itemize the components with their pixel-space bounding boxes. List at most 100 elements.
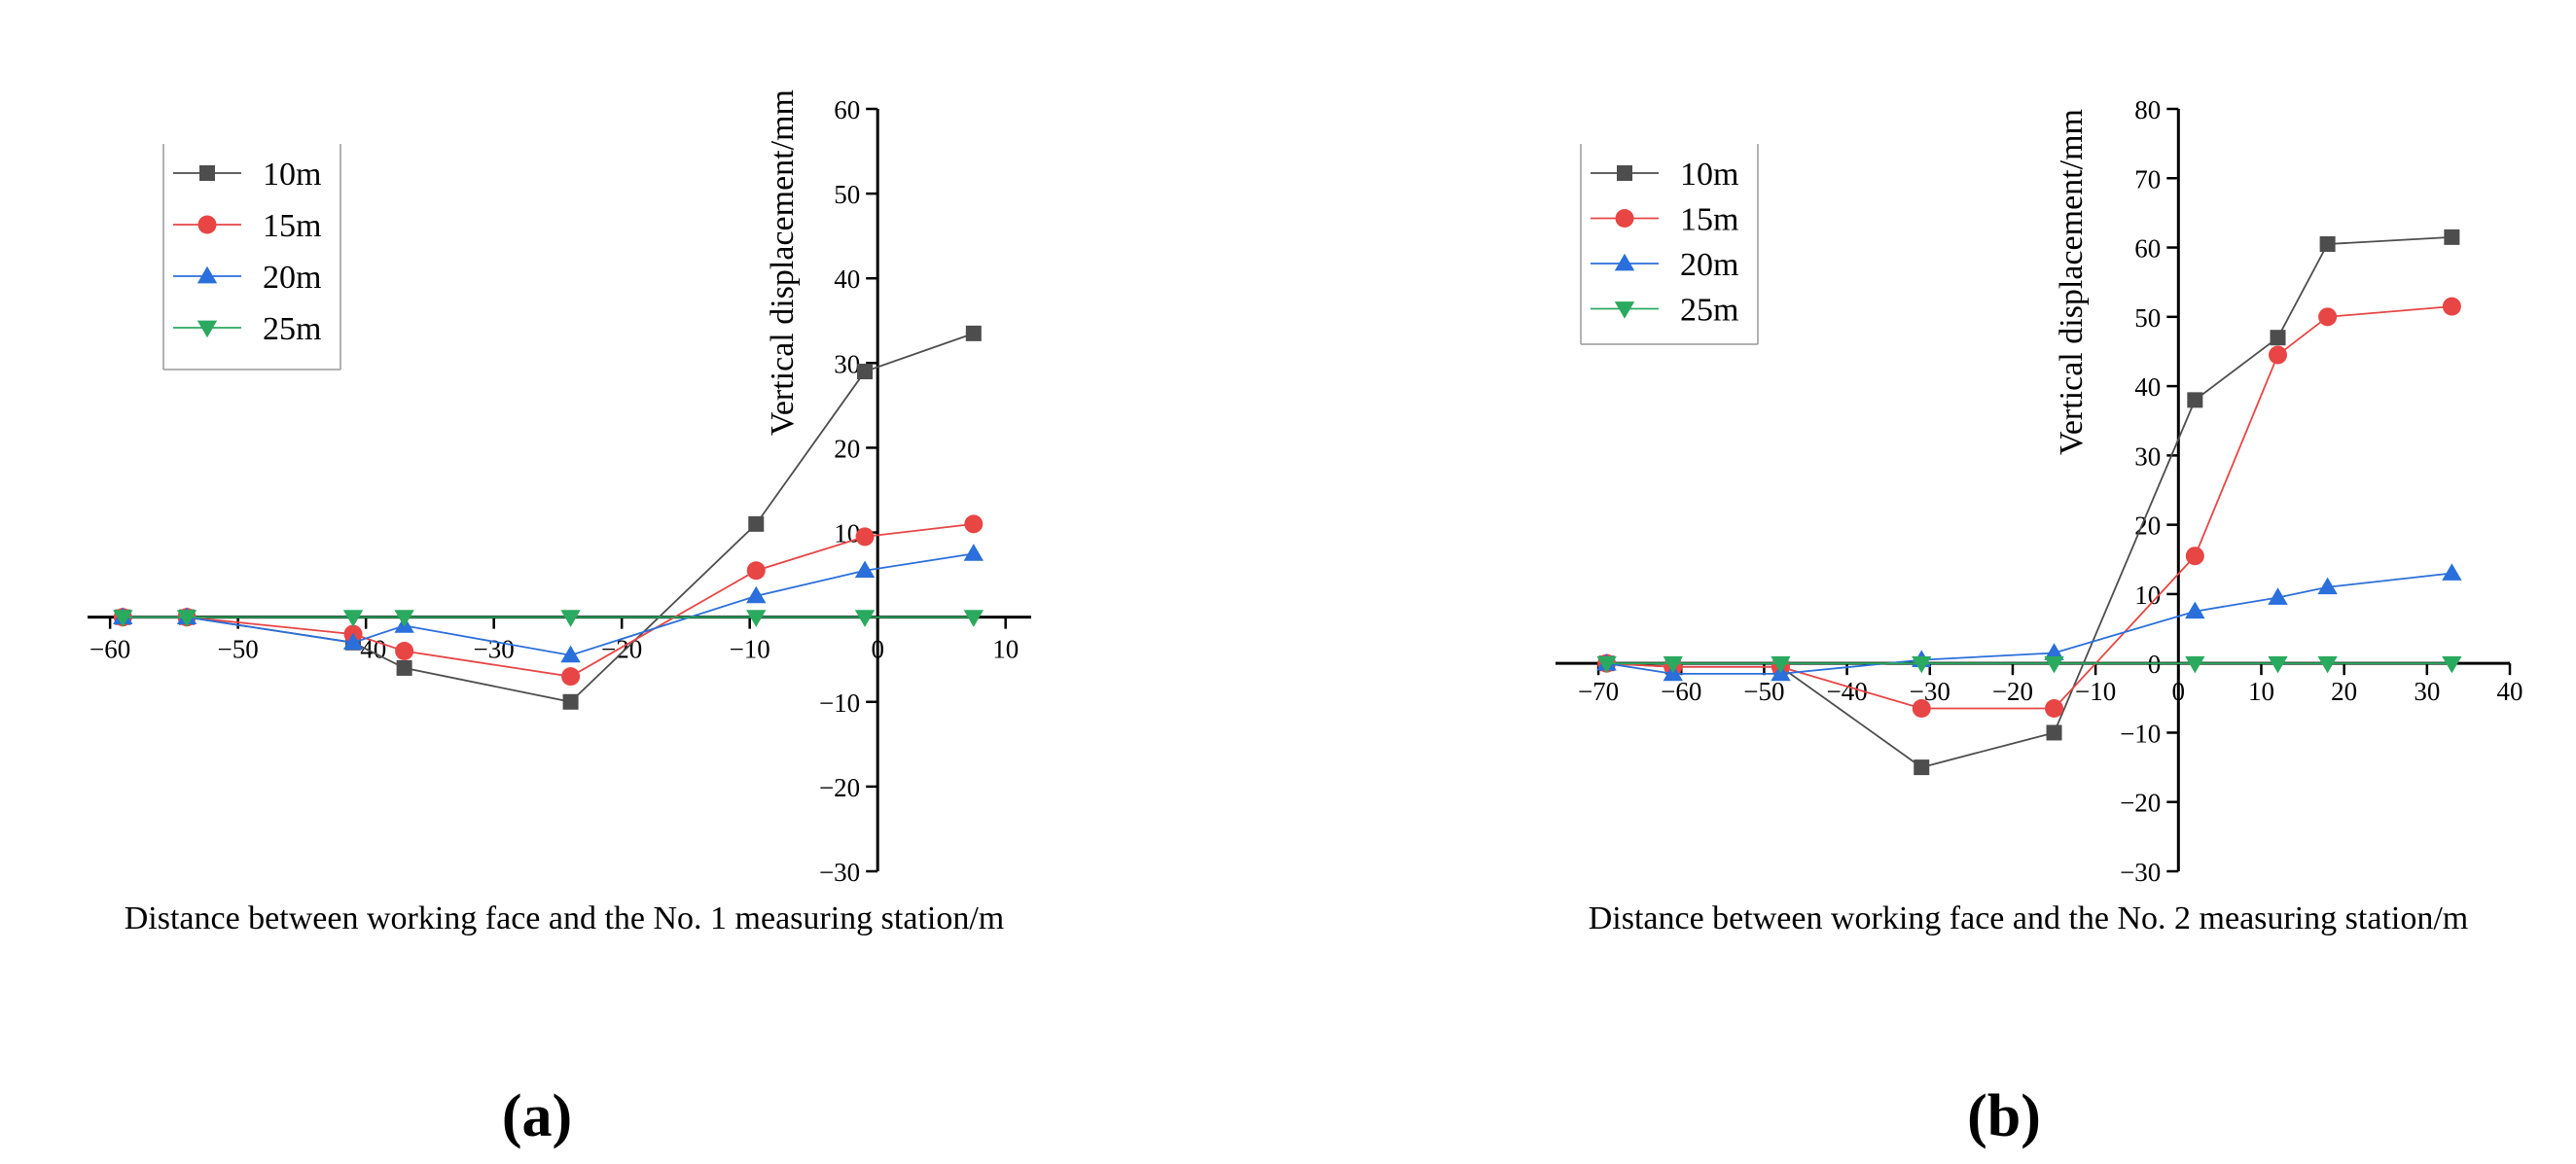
data-point <box>963 544 984 561</box>
legend-marker <box>1614 301 1635 319</box>
legend-marker <box>1614 253 1635 271</box>
data-point <box>1912 699 1931 719</box>
series-25m <box>113 610 984 627</box>
data-point <box>2444 229 2460 245</box>
data-point <box>176 610 197 627</box>
series-25m <box>1596 655 2462 674</box>
x-tick-label: 0 <box>2172 677 2186 706</box>
data-point <box>746 561 766 581</box>
data-point <box>2319 235 2336 252</box>
y-tick-label: 0 <box>2148 650 2162 679</box>
legend-label: 15m <box>263 208 321 244</box>
y-tick-label: −20 <box>2120 789 2161 818</box>
y-tick-label: 50 <box>2134 303 2161 333</box>
data-point <box>2046 724 2062 741</box>
data-point <box>1914 759 1930 776</box>
series-line <box>123 552 974 656</box>
y-tick-label: 70 <box>2134 164 2161 194</box>
data-point <box>2268 587 2288 605</box>
panel-label: (a) <box>502 1083 572 1149</box>
y-axis-title: Vertical displacement/mm <box>765 89 801 436</box>
data-point <box>1596 655 1617 674</box>
x-tick-label: −10 <box>730 635 770 664</box>
x-tick-label: 30 <box>2414 677 2440 706</box>
x-tick-label: 10 <box>2248 677 2274 706</box>
data-point <box>2045 699 2064 719</box>
y-axis-title: Vertical displacement/mm <box>2054 109 2090 455</box>
x-tick-label: −50 <box>218 635 259 664</box>
y-tick-label: 40 <box>2134 372 2161 402</box>
legend-label: 10m <box>1680 157 1738 193</box>
x-tick-label: −50 <box>1743 677 1784 706</box>
y-tick-label: −30 <box>2120 858 2161 887</box>
data-point <box>2442 655 2462 674</box>
data-point <box>2185 547 2204 566</box>
x-axis-title: Distance between working face and the No… <box>1589 900 2469 936</box>
y-tick-label: 40 <box>834 265 860 294</box>
data-point <box>561 667 581 687</box>
x-tick-label: 20 <box>2331 677 2357 706</box>
panel-label: (b) <box>1967 1083 2041 1149</box>
x-tick-label: 40 <box>2497 677 2523 706</box>
data-point <box>965 325 982 341</box>
x-tick-label: −70 <box>1578 677 1619 706</box>
legend-marker <box>197 265 218 284</box>
y-tick-label: −10 <box>819 688 860 718</box>
data-point <box>1912 655 1932 674</box>
data-point <box>560 610 581 627</box>
series-line <box>123 522 974 678</box>
y-tick-label: 30 <box>834 349 860 378</box>
y-tick-label: −30 <box>819 858 860 887</box>
data-point <box>964 514 984 534</box>
data-point <box>396 659 412 676</box>
legend-label: 15m <box>1680 202 1738 238</box>
chart-panel-b: −70 −60 −50 −40 −30 −20 −10 0 10 20 30 40−30−20−100… <box>1556 95 2523 1149</box>
legend-label: 10m <box>263 157 321 193</box>
legend: 10m 15m 20m 25m <box>1580 144 1759 345</box>
legend-marker <box>199 165 215 181</box>
data-point <box>963 610 984 627</box>
legend-marker <box>197 215 217 234</box>
data-point <box>857 364 874 380</box>
y-tick-label: 10 <box>834 519 860 548</box>
y-tick-label: 50 <box>834 180 860 209</box>
x-tick-label: 0 <box>871 635 884 664</box>
data-point <box>2185 601 2205 619</box>
data-point <box>2317 655 2338 674</box>
y-tick-label: 20 <box>834 434 860 463</box>
y-tick-label: 80 <box>2134 95 2161 124</box>
data-point <box>2269 345 2288 365</box>
data-point <box>1771 655 1791 674</box>
y-tick-label: 60 <box>834 95 860 124</box>
legend: 10m 15m 20m 25m <box>162 144 341 370</box>
x-tick-label: −20 <box>1992 677 2033 706</box>
data-point <box>394 610 414 627</box>
legend-marker <box>197 320 218 338</box>
y-tick-label: −10 <box>2120 719 2161 748</box>
legend-label: 20m <box>1680 247 1738 283</box>
y-tick-label: −20 <box>819 773 860 802</box>
data-point <box>2318 307 2338 327</box>
data-point <box>2268 655 2288 674</box>
data-point <box>855 527 875 547</box>
legend-marker <box>1617 165 1632 181</box>
data-point <box>562 693 579 710</box>
series-line <box>1606 305 2452 710</box>
chart-panel-a: −60 −50 −40 −30 −20 −10 0 10−30−20−101020304050… <box>88 89 1031 1149</box>
data-point <box>560 645 581 663</box>
data-point <box>2270 330 2286 346</box>
data-point <box>2044 643 2064 660</box>
x-tick-label: −60 <box>1661 677 1701 706</box>
data-point <box>113 610 133 627</box>
data-point <box>746 610 767 627</box>
x-tick-label: −60 <box>89 635 130 664</box>
y-tick-label: 10 <box>2134 581 2161 610</box>
y-tick-label: 20 <box>2134 511 2161 541</box>
data-point <box>2317 577 2338 595</box>
data-point <box>342 632 364 651</box>
legend-label: 20m <box>263 260 321 296</box>
data-point <box>395 642 414 661</box>
y-tick-label: 30 <box>2134 441 2161 471</box>
legend-label: 25m <box>1680 293 1738 329</box>
